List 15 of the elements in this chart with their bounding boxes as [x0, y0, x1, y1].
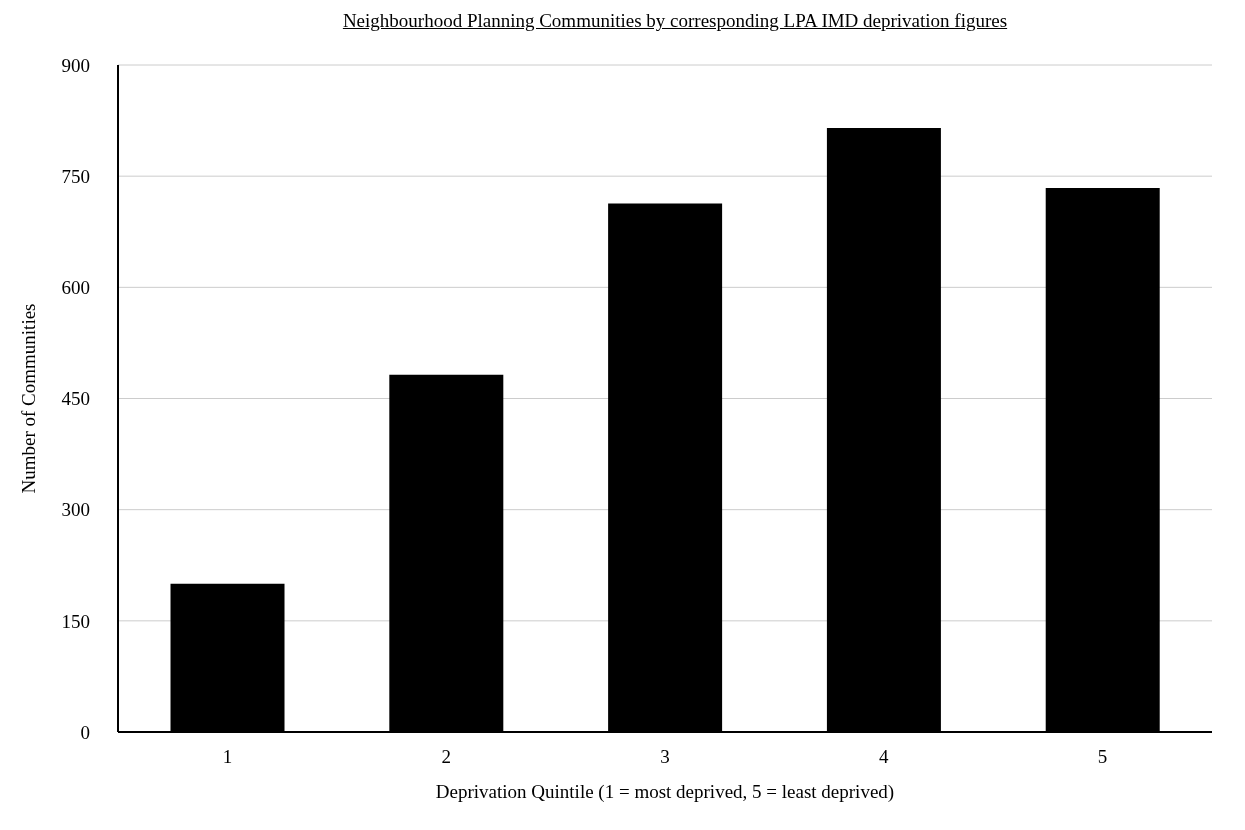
- y-tick-label: 300: [61, 499, 90, 521]
- y-tick-label: 750: [61, 165, 90, 187]
- x-tick-label: 2: [441, 746, 451, 768]
- y-tick-label: 450: [61, 388, 90, 410]
- y-tick-label: 0: [80, 721, 90, 743]
- y-tick-label: 600: [61, 277, 90, 299]
- x-tick-label: 3: [660, 746, 670, 768]
- x-tick-label: 4: [879, 746, 890, 768]
- x-tick-label: 5: [1097, 746, 1108, 768]
- x-tick-label: 1: [222, 746, 233, 768]
- x-axis-title: Deprivation Quintile (1 = most deprived, 5 = least deprived): [435, 781, 895, 803]
- y-tick-label: 900: [61, 54, 90, 76]
- chart-title: Neighbourhood Planning Communities by corresponding LPA IMD deprivation figures: [341, 10, 1009, 32]
- y-axis-title: Number of Communities: [17, 303, 39, 494]
- y-tick-label: 150: [61, 610, 90, 632]
